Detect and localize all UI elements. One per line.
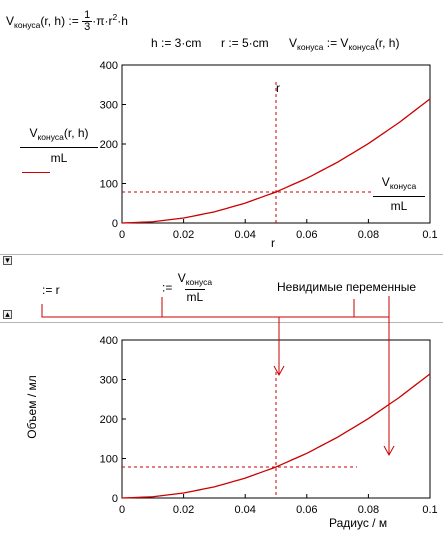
h-assignment[interactable]: h := 3·cm bbox=[151, 36, 202, 50]
plot1-xtick-label: 0.1 bbox=[422, 229, 437, 241]
r-assignment[interactable]: r := 5·cm bbox=[221, 36, 269, 50]
v-assignment[interactable]: Vконуса := Vконуса(r, h) bbox=[289, 36, 399, 54]
v-sub: конуса bbox=[297, 42, 324, 52]
plot2-chart[interactable]: 0 100 200 300 400 0 0.02 0.04 0.06 0.08 0.1 bbox=[0, 330, 443, 534]
plot2-xtick-label: 0 bbox=[119, 504, 125, 516]
def-rhs-tail: ·h bbox=[117, 14, 128, 28]
hidden-frac-num-name: V bbox=[177, 271, 186, 285]
plot2-curve bbox=[121, 373, 431, 499]
v-rhs-name: V bbox=[340, 36, 349, 50]
plot2-ytick-label: 0 bbox=[112, 493, 118, 505]
def-assign: := bbox=[68, 14, 79, 28]
region-separator-top bbox=[0, 254, 443, 255]
plot1-xtick-label: 0.02 bbox=[173, 229, 194, 241]
hidden-variables-label: Невидимые переменные bbox=[277, 280, 417, 294]
plot1-xtick-label: 0 bbox=[119, 229, 125, 241]
def-rhs-pi: ·π·r bbox=[92, 14, 113, 28]
arrow-head-curve bbox=[383, 445, 395, 457]
bracket-line bbox=[41, 296, 390, 318]
plot1-marker-label: r bbox=[276, 81, 280, 95]
plot1-chart[interactable]: 0 100 200 300 400 0 0.02 0.04 0.06 0.08 0.1 bbox=[0, 55, 443, 255]
arrow-head-marker bbox=[273, 365, 285, 377]
plot2-ytick-label: 200 bbox=[100, 414, 118, 426]
plot2-xtick-label: 0.02 bbox=[173, 504, 194, 516]
hidden-frac-den: mL bbox=[184, 289, 206, 304]
plot1-frac-num-name: V bbox=[381, 175, 390, 189]
plot2-ytick-label: 300 bbox=[100, 375, 118, 387]
plot2-ytick-label: 100 bbox=[100, 454, 118, 466]
plot2-xlabel: Радиус / м bbox=[329, 516, 388, 530]
plot1-frac-num-sub: конуса bbox=[389, 181, 417, 191]
plot2-xtick-label: 0.08 bbox=[358, 504, 379, 516]
def-frac-den: 3 bbox=[82, 21, 93, 34]
region-expand-toggle[interactable]: ▴ bbox=[3, 309, 12, 319]
plot2-ytick-label: 400 bbox=[100, 335, 118, 347]
v-assign: := bbox=[326, 36, 338, 50]
volume-function-definition[interactable]: Vконуса(r, h) := 1 3 ·π·r2·h bbox=[6, 10, 128, 33]
plot1-xlabel: r bbox=[271, 236, 275, 250]
hidden-assign-r[interactable]: := r bbox=[42, 283, 60, 297]
plot1-xtick-label: 0.08 bbox=[358, 229, 379, 241]
def-lhs-sub: конуса bbox=[14, 20, 41, 30]
hidden-frac-prefix: := bbox=[162, 280, 173, 295]
plot1-frac-den: mL bbox=[373, 196, 425, 213]
plot1-ylabel-num: Vконуса(r, h) bbox=[20, 126, 98, 144]
hidden-frac: Vконуса mL bbox=[176, 271, 214, 304]
v-name: V bbox=[289, 36, 298, 50]
def-frac-num: 1 bbox=[84, 9, 91, 22]
def-rhs-exp: 2 bbox=[112, 12, 118, 22]
plot1-ylabel-sub: конуса bbox=[37, 132, 64, 142]
region-separator-bottom bbox=[0, 322, 443, 323]
plot1-ylabel[interactable]: Vконуса(r, h) mL bbox=[20, 126, 98, 165]
expand-arrow-icon: ▴ bbox=[5, 309, 10, 319]
def-lhs-args: (r, h) bbox=[40, 14, 66, 28]
plot1-ytick-label: 0 bbox=[112, 218, 118, 230]
plot1-legend-line bbox=[22, 172, 50, 173]
hidden-frac-num-sub: конуса bbox=[185, 277, 213, 287]
plot1-ytick-label: 400 bbox=[100, 60, 118, 72]
v-rhs-args: (r, h) bbox=[374, 36, 400, 50]
def-lhs-name: V bbox=[6, 14, 15, 28]
v-rhs-sub: конуса bbox=[348, 42, 375, 52]
plot1-ylabel-args: (r, h) bbox=[63, 126, 89, 140]
plot1-xtick-label: 0.04 bbox=[234, 229, 255, 241]
plot1-ytick-label: 200 bbox=[100, 139, 118, 151]
plot1-marker-fraction: Vконуса mL bbox=[373, 175, 425, 213]
plot2-xtick-label: 0.1 bbox=[422, 504, 437, 516]
plot2-xtick-label: 0.06 bbox=[296, 504, 317, 516]
plot2-xtick-label: 0.04 bbox=[234, 504, 255, 516]
plot1-ylabel-den: mL bbox=[20, 147, 98, 165]
plot1-xtick-label: 0.06 bbox=[296, 229, 317, 241]
collapse-arrow-icon: ▾ bbox=[5, 255, 10, 265]
plot1-ytick-label: 100 bbox=[100, 179, 118, 191]
hidden-assign-fraction[interactable]: := Vконуса mL bbox=[162, 271, 214, 304]
plot1-ytick-label: 300 bbox=[100, 100, 118, 112]
plot1-ylabel-name: V bbox=[29, 126, 38, 140]
region-collapse-toggle[interactable]: ▾ bbox=[3, 255, 12, 265]
